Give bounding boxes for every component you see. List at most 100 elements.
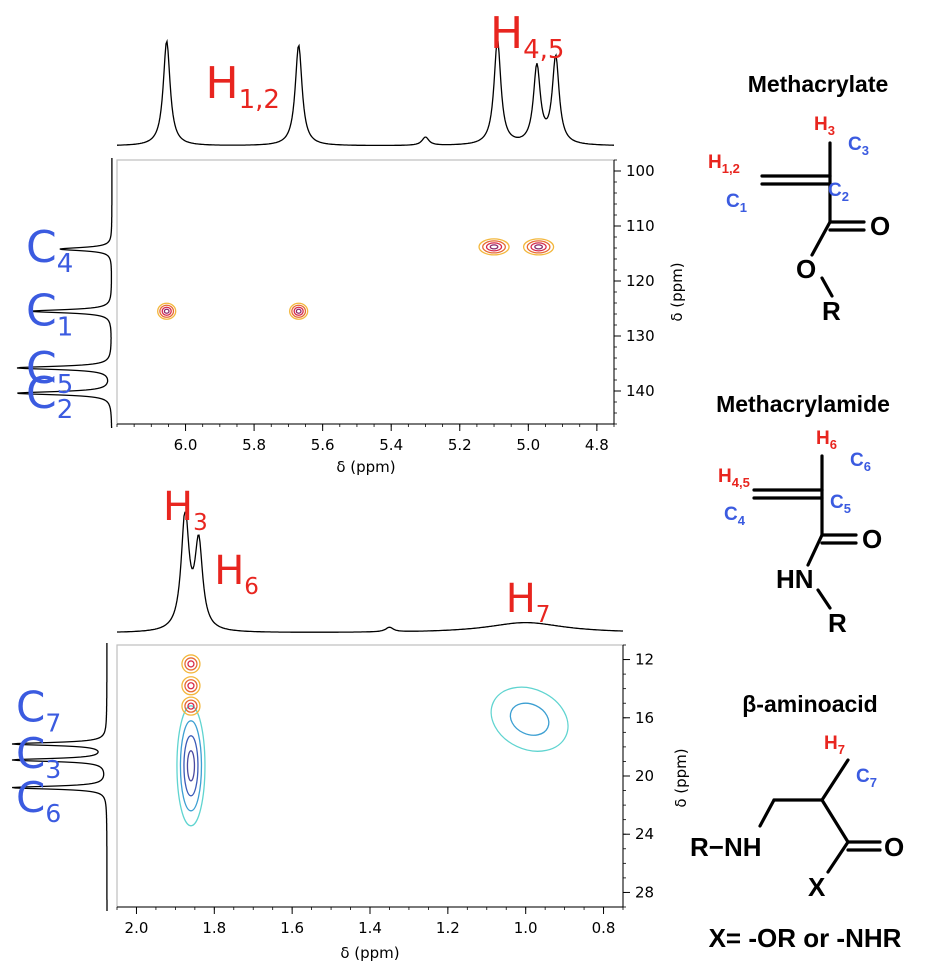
contour-level [489, 244, 499, 250]
contour-level [295, 308, 302, 314]
x-tick-label: 5.8 [242, 436, 266, 454]
contour-level [187, 682, 195, 690]
contour-level [289, 302, 309, 320]
c5-label: C5 [830, 492, 851, 516]
contour-level [181, 654, 201, 674]
x-tick-label: 1.0 [514, 919, 538, 937]
c-peak-label: C1 [26, 285, 73, 342]
atom-r: R [828, 608, 847, 638]
contour-level [482, 240, 506, 254]
contour-level [176, 705, 206, 827]
structure-methacrylate: Methacrylate O O R H3 C3 H1,2 C1 C2 [708, 71, 890, 326]
c-peak-label: C6 [16, 773, 61, 828]
top-projection-spectrum-1 [117, 38, 614, 147]
atom-o-ester: O [796, 254, 816, 284]
contour-peaks-2 [176, 654, 569, 827]
bond [820, 758, 850, 802]
y-axis-ticks-2: 12 16 20 24 28 [622, 644, 654, 908]
h-peak-label: H6 [214, 548, 259, 600]
y-tick-label: 12 [635, 651, 654, 669]
side-projection-spectrum-1 [16, 158, 113, 428]
c7-label: C7 [856, 766, 877, 790]
structure-title-methacrylamide: Methacrylamide [716, 391, 890, 417]
x-axis-label-1: δ (ppm) [336, 458, 395, 476]
atom-nh: HN [776, 564, 814, 594]
bond [820, 798, 850, 844]
bond [820, 276, 834, 298]
x-tick-label: 5.0 [516, 436, 540, 454]
bond [810, 220, 832, 257]
x-axis-label-2: δ (ppm) [340, 944, 399, 962]
y-tick-label: 16 [635, 709, 654, 727]
x-tick-label: 2.0 [125, 919, 149, 937]
contour-level [187, 660, 195, 668]
y-tick-label: 28 [635, 883, 654, 901]
y-axis-ticks-1: 100 110 120 130 140 [613, 159, 655, 425]
top-projection-spectrum-2 [117, 511, 623, 633]
c-peak-label: C3 [16, 729, 61, 784]
contour-level [293, 306, 304, 316]
contour-level [530, 242, 547, 252]
x-tick-label: 1.6 [280, 919, 304, 937]
top-projection-labels-1: H1,2 H4,5 [206, 8, 565, 115]
panel-alkene-region: 6.0 5.8 5.6 5.4 5.2 5.0 4.8 100 110 120 130 140 δ … [16, 8, 686, 476]
y-tick-label: 120 [626, 272, 655, 290]
contour-level [509, 702, 550, 736]
panel-aliphatic-region: 2.0 1.8 1.6 1.4 1.2 1.0 0.8 12 16 20 24 28 δ (ppm)… [11, 484, 690, 962]
contour-peaks-1 [157, 238, 555, 320]
contour-level [534, 244, 544, 250]
y-tick-label: 20 [635, 767, 654, 785]
contour-level [163, 308, 170, 314]
c1-label: C1 [726, 191, 747, 215]
bond [758, 798, 776, 828]
h12-label: H1,2 [708, 152, 740, 176]
x-axis-ticks-2: 2.0 1.8 1.6 1.4 1.2 1.0 0.8 [116, 906, 624, 937]
h3-label: H3 [814, 114, 835, 138]
y-tick-label: 100 [626, 162, 655, 180]
contour-level [490, 686, 569, 752]
y-tick-label: 140 [626, 382, 655, 400]
structure-title-methacrylate: Methacrylate [748, 71, 889, 97]
c-peak-label: C4 [26, 222, 73, 279]
contour-level [159, 304, 175, 318]
h45-label: H4,5 [718, 466, 750, 490]
x-tick-label: 1.4 [358, 919, 382, 937]
contour-level [526, 240, 551, 254]
x-tick-label: 0.8 [592, 919, 616, 937]
x-tick-label: 1.2 [436, 919, 460, 937]
atom-o-double: O [884, 832, 904, 862]
structure-title-beta-aminoacid: β-aminoacid [742, 691, 877, 717]
atom-o-double: O [862, 524, 882, 554]
y-axis-label-1: δ (ppm) [668, 262, 686, 321]
h6-label: H6 [816, 428, 837, 452]
contour-level [184, 699, 198, 713]
bond [816, 588, 832, 610]
contour-level [186, 750, 196, 782]
substituent-note: X= -OR or -NHR [709, 923, 902, 953]
contour-level [181, 696, 201, 716]
h7-label: H7 [824, 733, 845, 757]
contour-level [157, 302, 177, 320]
y-tick-label: 130 [626, 327, 655, 345]
structure-beta-aminoacid: β-aminoacid R−NH O X H7 C7 X= -OR or -NH… [690, 691, 904, 953]
c3-label: C3 [848, 134, 869, 158]
x-tick-label: 6.0 [174, 436, 198, 454]
contour-level [184, 679, 198, 693]
c-peak-label: C7 [16, 683, 61, 738]
c2-label: C2 [828, 180, 849, 204]
structure-methacrylamide: Methacrylamide O HN R H6 C6 H4,5 C4 C5 [716, 391, 890, 638]
contour-level [181, 676, 201, 696]
atom-r-nh: R−NH [690, 832, 762, 862]
c6-label: C6 [850, 450, 871, 474]
plot-frame-1 [116, 159, 615, 425]
h-peak-label: H4,5 [490, 8, 564, 65]
x-tick-label: 1.8 [202, 919, 226, 937]
contour-level [184, 657, 198, 671]
x-tick-label: 5.6 [311, 436, 335, 454]
y-tick-label: 110 [626, 217, 655, 235]
contour-level [183, 735, 199, 797]
